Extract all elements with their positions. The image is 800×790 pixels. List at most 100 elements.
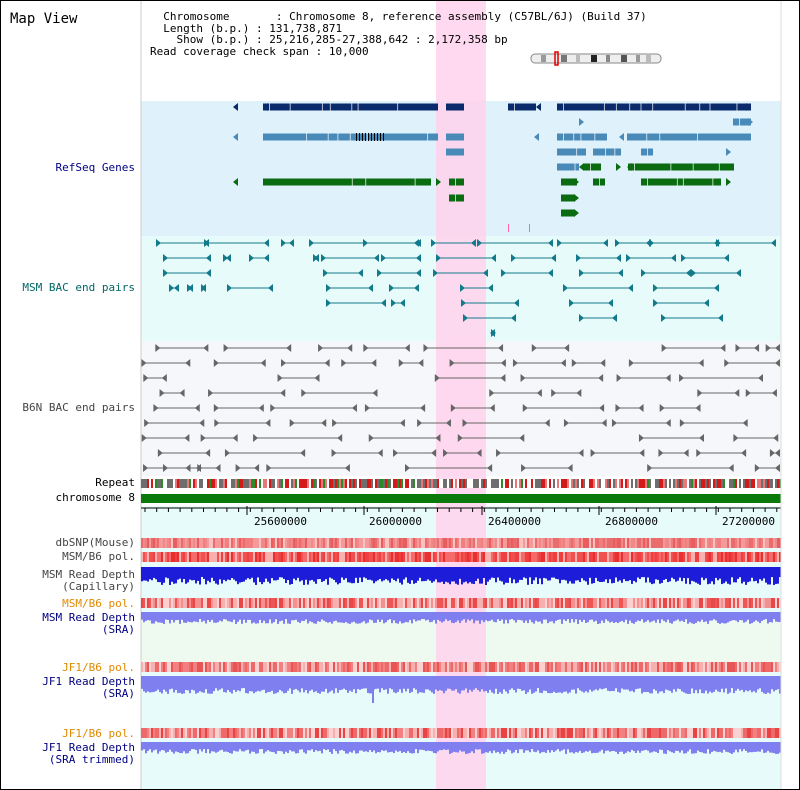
jf1-b6-pol2-heat xyxy=(321,728,323,738)
jf1-depth-sra-bar xyxy=(655,676,657,691)
jf1-depth-sra-bar xyxy=(431,676,433,693)
msm-depth-capillary-bar xyxy=(653,567,655,584)
jf1-b6-pol2-heat xyxy=(449,728,451,738)
msm-depth-capillary-bar xyxy=(465,567,467,582)
track-label-jf1-b6-pol[interactable]: JF1/B6 pol. xyxy=(62,661,135,674)
jf1-b6-pol-heat xyxy=(243,662,245,672)
jf1-depth-trimmed-bar xyxy=(539,742,541,754)
jf1-depth-trimmed-bar xyxy=(741,742,743,752)
jf1-depth-trimmed-bar xyxy=(193,742,195,750)
b6n-bac-pair-end xyxy=(742,419,748,427)
msm-b6-pol-heat xyxy=(313,552,315,562)
msm-b6-pol2-heat xyxy=(361,598,363,608)
msm-b6-pol-heat xyxy=(509,552,511,562)
gene-intron xyxy=(576,148,578,156)
track-label-b6n-bac[interactable]: B6N BAC end pairs xyxy=(22,401,135,414)
msm-b6-pol-heat xyxy=(335,552,337,562)
msm-bac-pair-end xyxy=(206,254,211,262)
msm-b6-pol-heat xyxy=(401,552,403,562)
track-label-msm-b6-pol-2[interactable]: MSM/B6 pol. xyxy=(62,597,135,610)
track-label-jf1-depth-sra[interactable]: JF1 Read Depth xyxy=(42,675,135,688)
repeat-segment xyxy=(417,479,419,488)
jf1-depth-sra-bar xyxy=(555,676,557,693)
jf1-depth-sra-bar xyxy=(335,676,337,689)
jf1-b6-pol-heat xyxy=(667,662,669,672)
jf1-b6-pol2-heat xyxy=(491,728,493,738)
jf1-depth-sra-bar xyxy=(621,676,623,689)
msm-depth-capillary-bar xyxy=(279,567,281,578)
msm-b6-pol-heat xyxy=(609,552,611,562)
jf1-depth-sra-bar xyxy=(199,676,201,692)
msm-depth-sra-bar xyxy=(511,612,513,620)
track-label-msm-depth-capillary[interactable]: MSM Read Depth xyxy=(42,568,135,581)
jf1-depth-sra-bar xyxy=(467,676,469,693)
repeat-segment xyxy=(219,479,221,488)
dbsnp-heat xyxy=(277,538,279,548)
jf1-b6-pol-heat xyxy=(445,662,447,672)
track-label-refseq[interactable]: RefSeq Genes xyxy=(55,161,135,174)
msm-bac-pair-end xyxy=(608,299,613,307)
jf1-b6-pol2-heat xyxy=(423,728,425,738)
jf1-depth-sra-bar xyxy=(257,676,259,691)
jf1-b6-pol2-heat xyxy=(161,728,163,738)
jf1-depth-trimmed-bar xyxy=(181,742,183,754)
repeat-segment xyxy=(349,479,351,488)
jf1-b6-pol2-heat xyxy=(401,728,403,738)
msm-b6-pol2-heat xyxy=(749,598,751,608)
jf1-b6-pol-heat xyxy=(577,662,579,672)
track-label-msm-bac[interactable]: MSM BAC end pairs xyxy=(22,281,135,294)
dbsnp-heat xyxy=(731,538,733,548)
msm-b6-pol2-heat xyxy=(651,598,653,608)
msm-bac-pair-end xyxy=(491,254,496,262)
msm-b6-pol2-heat xyxy=(263,598,265,608)
track-label-dbsnp[interactable]: dbSNP(Mouse) xyxy=(55,536,135,549)
jf1-depth-sra-bar xyxy=(419,676,421,693)
jf1-depth-sra-bar xyxy=(685,676,687,694)
msm-depth-sra-bar xyxy=(477,612,479,621)
jf1-depth-sra-bar xyxy=(405,676,407,692)
repeat-segment xyxy=(159,479,161,488)
msm-bac-pair-end xyxy=(716,239,721,247)
msm-depth-sra-bar xyxy=(281,612,283,621)
ideogram-band xyxy=(621,55,627,62)
jf1-b6-pol-heat xyxy=(309,662,311,672)
msm-depth-sra-bar xyxy=(301,612,303,621)
msm-b6-pol2-heat xyxy=(293,598,295,608)
jf1-b6-pol2-heat xyxy=(625,728,627,738)
jf1-depth-sra-bar xyxy=(535,676,537,692)
msm-b6-pol2-heat xyxy=(511,598,513,608)
jf1-depth-trimmed-bar xyxy=(401,742,403,753)
jf1-b6-pol2-heat xyxy=(657,728,659,738)
track-label-jf1-depth-trimmed[interactable]: JF1 Read Depth xyxy=(42,741,135,754)
track-label-msm-depth-sra[interactable]: MSM Read Depth xyxy=(42,611,135,624)
msm-depth-sra-bar xyxy=(321,612,323,620)
track-label-jf1-b6-pol-2[interactable]: JF1/B6 pol. xyxy=(62,727,135,740)
msm-depth-sra-bar xyxy=(317,612,319,622)
jf1-b6-pol-heat xyxy=(379,662,381,672)
repeat-segment xyxy=(157,479,159,488)
jf1-depth-sra-bar xyxy=(265,676,267,694)
jf1-depth-trimmed-bar xyxy=(217,742,219,752)
jf1-b6-pol-heat xyxy=(583,662,585,672)
jf1-b6-pol-heat xyxy=(437,662,439,672)
track-label-msm-b6-pol[interactable]: MSM/B6 pol. xyxy=(62,550,135,563)
gene-exon xyxy=(362,133,363,141)
jf1-b6-pol2-heat xyxy=(593,728,595,738)
b6n-bac-pair-end xyxy=(567,464,573,472)
jf1-depth-sra-bar xyxy=(277,676,279,693)
jf1-depth-sra-bar xyxy=(707,676,709,694)
msm-depth-capillary-bar xyxy=(537,567,539,585)
b6n-bac-pair-end xyxy=(695,404,701,412)
msm-depth-sra-bar xyxy=(497,612,499,620)
jf1-b6-pol2-heat xyxy=(391,728,393,738)
jf1-b6-pol2-heat xyxy=(387,728,389,738)
msm-bac-pair-end xyxy=(488,284,493,292)
jf1-depth-trimmed-bar xyxy=(339,742,341,751)
dbsnp-heat xyxy=(697,538,699,548)
msm-b6-pol2-heat xyxy=(645,598,647,608)
jf1-depth-trimmed-bar xyxy=(777,742,779,754)
repeat-segment xyxy=(265,479,267,488)
jf1-depth-sra-bar xyxy=(317,676,319,693)
msm-b6-pol-heat xyxy=(521,552,523,562)
jf1-b6-pol-heat xyxy=(761,662,763,672)
